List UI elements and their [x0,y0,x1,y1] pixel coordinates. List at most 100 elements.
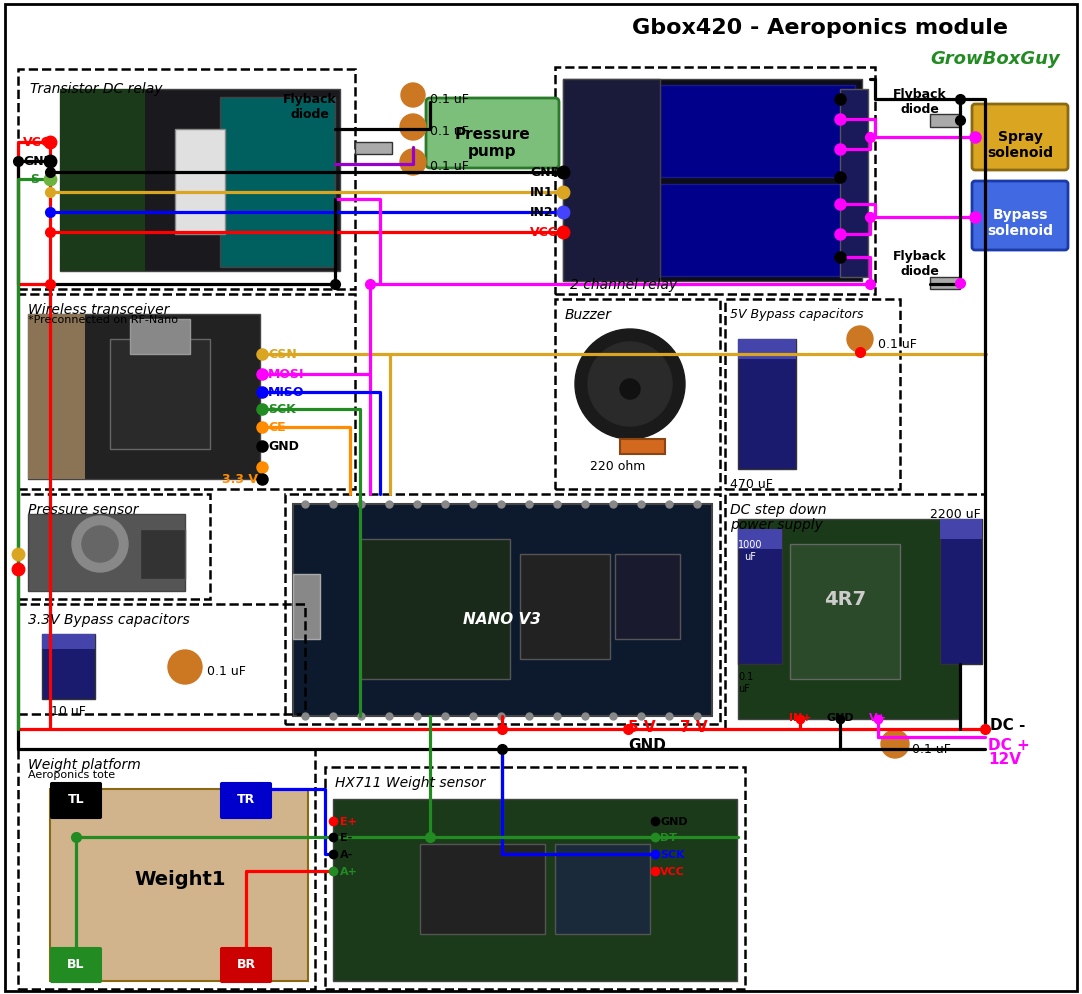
Bar [293,575,320,639]
Text: Weight platform: Weight platform [28,757,141,771]
Text: CE: CE [268,421,286,434]
Text: E+: E+ [340,816,357,826]
Text: 10 uF: 10 uF [51,705,85,718]
Text: DC +: DC + [988,738,1030,752]
Bar [60,89,145,271]
Text: VCC: VCC [660,866,685,876]
Text: Flyback
diode: Flyback diode [893,87,947,116]
FancyBboxPatch shape [972,182,1068,250]
Bar [931,277,960,289]
Text: 0.1 uF: 0.1 uF [878,338,916,351]
Bar [940,520,982,540]
FancyBboxPatch shape [221,783,270,818]
Text: BR: BR [237,957,255,970]
Text: Weight1: Weight1 [134,870,226,889]
Bar [790,545,900,679]
Text: VCC: VCC [23,136,51,149]
Text: power supply: power supply [730,518,823,532]
Bar [28,515,185,591]
Circle shape [168,650,202,684]
FancyBboxPatch shape [51,948,101,982]
Circle shape [82,527,118,563]
Text: DC step down: DC step down [730,503,827,517]
Text: MOSI: MOSI [268,368,304,381]
Circle shape [620,380,639,400]
Bar [738,340,796,360]
Text: HX711 Weight sensor: HX711 Weight sensor [335,775,486,789]
Text: V+: V+ [869,713,887,723]
Bar [738,530,782,550]
Text: Spray
solenoid: Spray solenoid [987,130,1053,160]
FancyBboxPatch shape [426,98,559,169]
Bar [293,505,712,717]
Bar [28,315,85,479]
FancyBboxPatch shape [221,948,270,982]
Circle shape [72,517,128,573]
Circle shape [400,150,426,176]
Bar [18,604,305,715]
Bar [620,439,665,454]
Bar [563,80,862,281]
Bar [18,749,315,989]
Bar [738,520,960,720]
Text: 3.3 V: 3.3 V [222,472,258,485]
Text: 2200 uF: 2200 uF [931,508,980,521]
Text: TR: TR [237,792,255,806]
Bar [940,520,982,664]
Bar [50,789,308,981]
Text: Pressure
pump: Pressure pump [454,127,530,159]
Bar [738,530,782,664]
Bar [738,340,796,469]
Text: GrowBoxGuy: GrowBoxGuy [931,50,1060,68]
Text: Aeroponics tote: Aeroponics tote [28,769,115,779]
Bar [333,799,737,981]
Bar [563,80,660,281]
Bar [110,340,210,449]
Bar [42,634,95,700]
Text: 12V: 12V [988,751,1021,766]
Text: IN1: IN1 [530,186,554,200]
Text: 2 channel relay: 2 channel relay [570,277,677,291]
Bar [931,115,960,128]
Circle shape [881,731,909,758]
Bar [28,315,260,479]
FancyBboxPatch shape [51,783,101,818]
Text: GND: GND [268,440,299,453]
Text: *Preconnected on RF-Nano: *Preconnected on RF-Nano [28,315,179,325]
Circle shape [588,343,672,426]
Text: Bypass
solenoid: Bypass solenoid [987,208,1053,238]
Circle shape [575,330,685,439]
Text: CSN: CSN [268,348,296,361]
Text: 5 V: 5 V [628,720,656,735]
Text: 1000
uF: 1000 uF [738,540,762,561]
Text: Flyback
diode: Flyback diode [283,92,337,121]
Bar [360,540,510,679]
Bar [175,130,225,235]
Bar [660,185,855,276]
Text: A-: A- [340,849,353,859]
Text: 0.1 uF: 0.1 uF [912,743,951,755]
Circle shape [401,83,425,108]
Bar [520,555,610,659]
Text: GND: GND [628,738,665,752]
Text: TL: TL [68,792,84,806]
Text: MISO: MISO [268,386,304,400]
Text: Flyback
diode: Flyback diode [893,249,947,277]
Text: DC -: DC - [990,718,1026,733]
Bar [555,68,875,294]
Text: 7 V: 7 V [679,720,708,735]
Bar [18,294,355,489]
Bar [725,300,900,489]
Text: Gbox420 - Aeroponics module: Gbox420 - Aeroponics module [632,18,1008,38]
Text: 0.1 uF: 0.1 uF [430,160,469,173]
Bar [220,97,335,267]
Bar [355,143,392,155]
Text: DT: DT [660,832,677,842]
Text: A+: A+ [340,866,358,876]
Text: BL: BL [67,957,84,970]
Text: 0.1
uF: 0.1 uF [738,671,753,693]
Text: IN+: IN+ [789,713,812,723]
Text: NANO V3: NANO V3 [463,612,541,627]
Text: 0.1 uF: 0.1 uF [207,664,246,677]
Text: Transistor DC relay: Transistor DC relay [30,82,162,95]
